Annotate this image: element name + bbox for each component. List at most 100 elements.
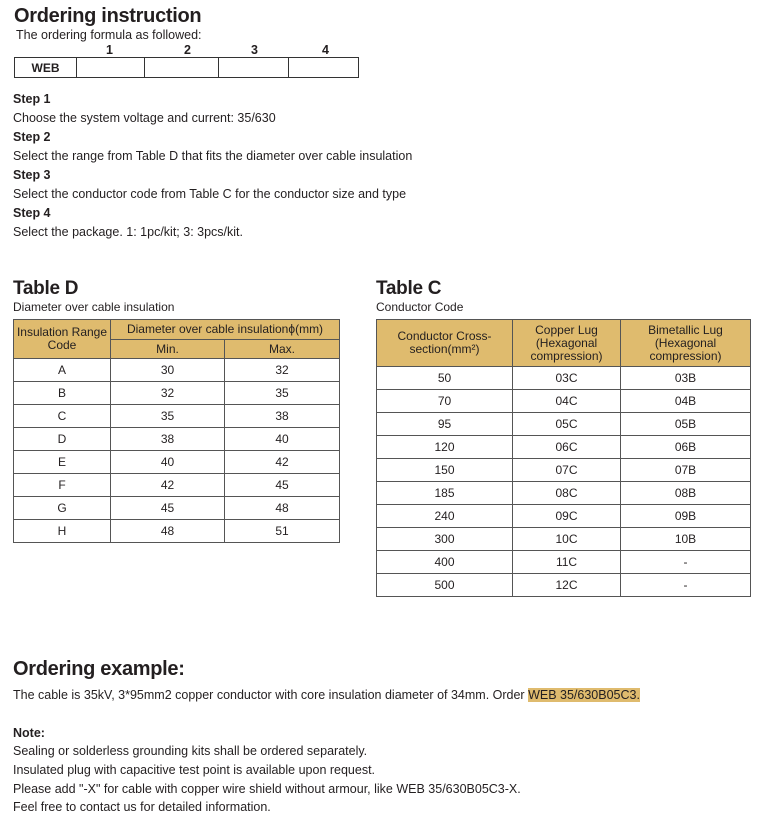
header-diameter: Diameter over cable insulationϕ(mm) [110,319,340,340]
header-max: Max. [224,339,340,359]
table-d-subtitle: Diameter over cable insulation [13,300,175,314]
page-title: Ordering instruction [14,5,202,27]
step-2-label: Step 2 [13,130,51,144]
formula-slot-4 [288,57,359,78]
table-cell: 42 [110,473,225,497]
table-row: G 45 48 [13,496,340,520]
table-cell: 32 [224,358,340,382]
table-cell: 38 [224,404,340,428]
table-c: Conductor Cross-section(mm²) Copper Lug (… [376,319,751,597]
table-cell: 09C [512,504,621,528]
note-title: Note: [13,726,45,740]
formula-number-3: 3 [251,43,258,57]
table-cell: 120 [376,435,513,459]
example-text: The cable is 35kV, 3*95mm2 copper conduc… [13,688,640,702]
table-row: A 30 32 [13,358,340,382]
table-row: F 42 45 [13,473,340,497]
header-min: Min. [110,339,225,359]
table-row: E 40 42 [13,450,340,474]
table-cell: D [13,427,111,451]
table-row: 150 07C 07B [376,458,751,482]
table-cell: 185 [376,481,513,505]
table-c-title: Table C [376,278,442,299]
formula-table: WEB [14,57,359,78]
table-cell: G [13,496,111,520]
table-row: D 38 40 [13,427,340,451]
table-cell: 38 [110,427,225,451]
formula-prefix: WEB [14,57,77,78]
table-cell: H [13,519,111,543]
table-cell: A [13,358,111,382]
table-c-subtitle: Conductor Code [376,300,464,314]
table-cell: 40 [224,427,340,451]
table-cell: 40 [110,450,225,474]
table-cell: 05B [620,412,751,436]
step-4-text: Select the package. 1: 1pc/kit; 3: 3pcs/… [13,225,243,239]
table-cell: 50 [376,366,513,390]
table-d: Insulation Range Code Diameter over cable… [13,319,340,543]
formula-number-4: 4 [322,43,329,57]
table-cell: 11C [512,550,621,574]
table-row: 240 09C 09B [376,504,751,528]
step-1-label: Step 1 [13,92,51,106]
table-d-title: Table D [13,278,79,299]
table-cell: 04C [512,389,621,413]
table-row: 400 11C - [376,550,751,574]
table-cell: 150 [376,458,513,482]
table-cell: 08C [512,481,621,505]
table-cell: 42 [224,450,340,474]
table-cell: 51 [224,519,340,543]
header-copper-lug: Copper Lug (Hexagonal compression) [512,319,621,367]
table-row: 95 05C 05B [376,412,751,436]
table-row: 120 06C 06B [376,435,751,459]
table-row: 185 08C 08B [376,481,751,505]
header-bimetallic-lug: Bimetallic Lug (Hexagonal compression) [620,319,751,367]
table-cell: 12C [512,573,621,597]
step-3-text: Select the conductor code from Table C f… [13,187,407,201]
example-sentence: The cable is 35kV, 3*95mm2 copper conduc… [13,688,529,702]
formula-slot-2 [144,57,219,78]
table-cell: 05C [512,412,621,436]
table-cell: 03C [512,366,621,390]
table-cell: 300 [376,527,513,551]
table-row: 50 03C 03B [376,366,751,390]
table-cell: 240 [376,504,513,528]
table-cell: 03B [620,366,751,390]
table-row: 70 04C 04B [376,389,751,413]
table-cell: 04B [620,389,751,413]
header-range-code: Insulation Range Code [13,319,111,359]
table-cell: 06B [620,435,751,459]
table-cell: F [13,473,111,497]
step-4-label: Step 4 [13,206,51,220]
table-cell: 35 [110,404,225,428]
table-row: B 32 35 [13,381,340,405]
table-cell: 45 [110,496,225,520]
step-2-text: Select the range from Table D that fits … [13,149,413,163]
table-cell: C [13,404,111,428]
table-row: C 35 38 [13,404,340,428]
formula-number-2: 2 [184,43,191,57]
table-cell: 45 [224,473,340,497]
table-cell: 06C [512,435,621,459]
formula-slot-1 [76,57,145,78]
table-cell: 400 [376,550,513,574]
formula-slot-3 [218,57,289,78]
formula-number-1: 1 [106,43,113,57]
table-cell: 48 [110,519,225,543]
table-cell: 95 [376,412,513,436]
example-title: Ordering example: [13,658,185,680]
step-1-text: Choose the system voltage and current: 3… [13,111,276,125]
table-cell: - [620,573,751,597]
table-cell: E [13,450,111,474]
note-line: Sealing or solderless grounding kits sha… [13,744,368,758]
note-line: Please add "-X" for cable with copper wi… [13,782,521,796]
table-cell: 07C [512,458,621,482]
table-cell: 10B [620,527,751,551]
header-cross-section: Conductor Cross-section(mm²) [376,319,513,367]
note-line: Feel free to contact us for detailed inf… [13,800,271,814]
table-row: 500 12C - [376,573,751,597]
table-cell: 48 [224,496,340,520]
step-3-label: Step 3 [13,168,51,182]
table-row: 300 10C 10B [376,527,751,551]
table-cell: 07B [620,458,751,482]
